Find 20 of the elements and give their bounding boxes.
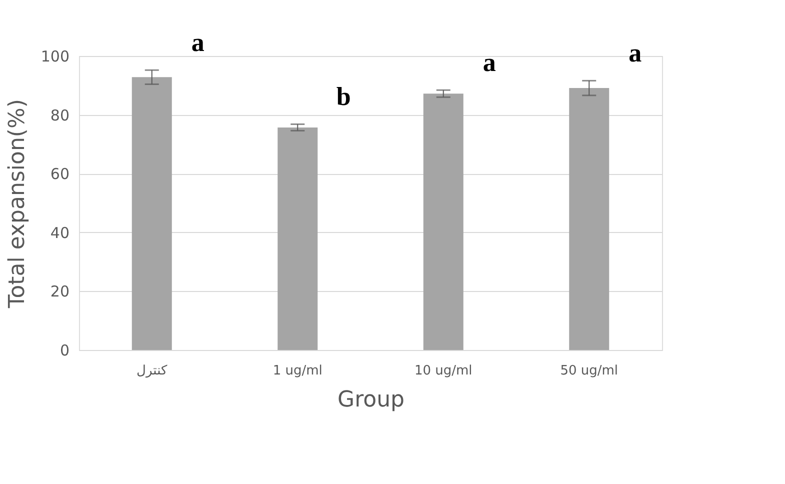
y-tick-label: 100: [40, 48, 70, 66]
x-axis-title: Group: [338, 388, 404, 412]
bar: [423, 94, 464, 350]
y-tick-label: 80: [50, 106, 70, 124]
x-tick-label: 50 ug/ml: [560, 364, 618, 378]
annotation: b: [336, 82, 351, 112]
y-tick-label: 0: [60, 342, 70, 360]
bar: [278, 127, 318, 350]
x-tick-label: 10 ug/ml: [414, 364, 472, 378]
y-axis-title: Total expansion(%): [4, 99, 30, 309]
y-tick-label: 60: [50, 165, 70, 184]
x-tick-label: 1 ug/ml: [272, 364, 322, 378]
annotation: a: [482, 48, 496, 78]
annotation: a: [628, 38, 642, 68]
y-tick-label: 40: [50, 224, 70, 242]
y-tick-label: 20: [50, 282, 70, 301]
x-tick-label: كنترل: [136, 364, 168, 378]
annotation: a: [191, 28, 204, 58]
bar: [569, 88, 610, 350]
bar: [132, 77, 172, 350]
